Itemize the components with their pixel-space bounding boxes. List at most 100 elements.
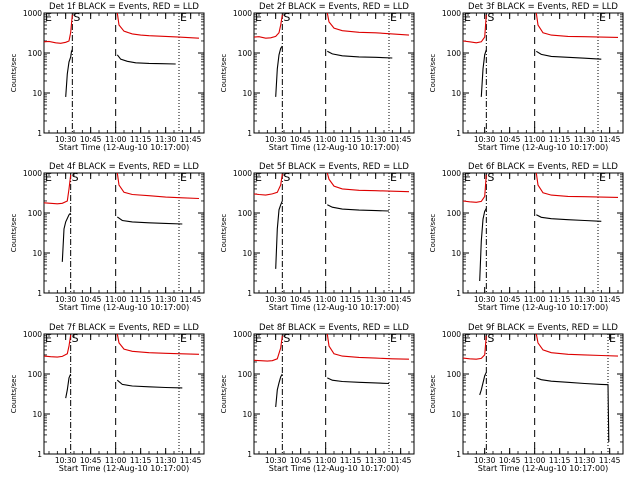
panel-2-ytick-label: 1: [247, 129, 252, 138]
panel-7-xlabel: Start Time (12-Aug-10 10:17:00): [59, 464, 190, 473]
panel-8-marker-S-1: S: [283, 332, 290, 345]
panel-9-xtick-label: 11:15: [549, 456, 571, 465]
panel-9-xlabel: Start Time (12-Aug-10 10:17:00): [478, 464, 609, 473]
panel-3-lld-series-1: [535, 12, 619, 38]
panel-3-frame: [462, 12, 624, 134]
panel-2-ytick-label: 10: [242, 89, 252, 98]
panel-7-xtick-label: 11:00: [105, 456, 127, 465]
panel-1-xtick-label: 10:45: [80, 135, 102, 144]
panel-3-marker-E-2: E: [599, 11, 606, 24]
panel-5-xtick-label: 10:30: [265, 295, 287, 304]
panel-5-ytick-label: 100: [238, 209, 253, 218]
panel-7-xtick-label: 11:45: [180, 456, 202, 465]
panel-1-ytick-label: 1000: [23, 9, 42, 18]
panel-4-xtick-label: 11:15: [130, 295, 152, 304]
panel-2-lld-series-0: [253, 14, 283, 39]
panel-7-ytick-label: 100: [28, 370, 43, 379]
panel-2-ytick-label: 1000: [233, 9, 252, 18]
panel-4-ytick-label: 1: [37, 289, 42, 298]
panel-7-xtick-label: 10:30: [55, 456, 77, 465]
panel-6-xtick-label: 11:45: [599, 295, 621, 304]
panel-4-marker-E-0: E: [45, 171, 52, 184]
panel-1-ylabel: Counts/sec: [10, 54, 18, 93]
panel-9-xtick-label: 10:45: [499, 456, 521, 465]
panel-9-lld-series-1: [535, 333, 619, 357]
panel-8-xtick-label: 10:45: [290, 456, 312, 465]
panel-5-marker-E-0: E: [255, 171, 262, 184]
panel-5-xtick-label: 11:30: [365, 295, 387, 304]
panel-5-lld-series-1: [326, 172, 410, 193]
panel-3-xtick-label: 11:00: [524, 135, 546, 144]
panel-4-events-series-1: [116, 216, 183, 225]
panel-6-ytick-label: 1: [456, 289, 461, 298]
panel-8-marker-E-0: E: [255, 332, 262, 345]
panel-8-xlabel: Start Time (12-Aug-10 10:17:00): [269, 464, 400, 473]
panel-9-title: Det 9f BLACK = Events, RED = LLD: [468, 323, 618, 333]
panel-5-title: Det 5f BLACK = Events, RED = LLD: [259, 162, 409, 172]
panel-5-events-series-0: [275, 200, 283, 269]
panel-2-xtick-label: 11:15: [340, 135, 362, 144]
panel-4-ytick-label: 1000: [23, 169, 42, 178]
panel-7-marker-S-1: S: [72, 332, 79, 345]
panel-8-ytick-label: 1000: [233, 330, 252, 339]
panel-4-xtick-label: 11:00: [105, 295, 127, 304]
panel-6-xtick-label: 10:45: [499, 295, 521, 304]
panel-5-xtick-label: 11:45: [390, 295, 412, 304]
panel-6-xtick-label: 10:30: [474, 295, 496, 304]
panel-4-ytick-label: 100: [28, 209, 43, 218]
panel-8-lld-series-1: [326, 333, 410, 360]
panel-6-events-series-0: [479, 208, 487, 282]
panel-1-events-series-0: [65, 49, 73, 97]
panel-5-xlabel: Start Time (12-Aug-10 10:17:00): [269, 303, 400, 312]
panel-5-ytick-label: 10: [242, 249, 252, 258]
panel-2-xtick-label: 11:00: [315, 135, 337, 144]
panel-1-xtick-label: 11:45: [180, 135, 202, 144]
panel-4-ytick-label: 10: [32, 249, 42, 258]
panel-3-title: Det 3f BLACK = Events, RED = LLD: [468, 2, 618, 12]
panel-5-ylabel: Counts/sec: [220, 214, 228, 253]
panel-7-ytick-label: 1000: [23, 330, 42, 339]
panel-4-xtick-label: 11:30: [155, 295, 177, 304]
panel-1-lld-series-0: [43, 14, 73, 44]
panel-6-ytick-label: 10: [451, 249, 461, 258]
panel-3-xtick-label: 11:30: [574, 135, 596, 144]
panel-2-ytick-label: 100: [238, 49, 253, 58]
panel-7-lld-series-1: [116, 333, 200, 355]
panel-9-ytick-label: 10: [451, 410, 461, 419]
panel-3-ytick-label: 1: [456, 129, 461, 138]
panel-1-xtick-label: 11:00: [105, 135, 127, 144]
panel-2-ylabel: Counts/sec: [220, 54, 228, 93]
panel-3-marker-S-1: S: [487, 11, 494, 24]
panel-6-lld-series-0: [462, 174, 487, 203]
panel-1-events-series-1: [116, 54, 176, 65]
panel-2-lld-series-1: [326, 12, 410, 36]
panel-9-events-series-0: [479, 372, 487, 396]
panel-6-ytick-label: 100: [447, 209, 462, 218]
panel-9-marker-E-2: E: [609, 332, 616, 345]
panel-2-frame: [253, 12, 415, 134]
panel-4-xlabel: Start Time (12-Aug-10 10:17:00): [59, 303, 190, 312]
panel-7-ytick-label: 1: [37, 450, 42, 459]
panel-3-ytick-label: 1000: [442, 9, 461, 18]
panel-2-xtick-label: 11:45: [390, 135, 412, 144]
panel-4-title: Det 4f BLACK = Events, RED = LLD: [49, 162, 199, 172]
panel-6-xlabel: Start Time (12-Aug-10 10:17:00): [478, 303, 609, 312]
panel-8-title: Det 8f BLACK = Events, RED = LLD: [259, 323, 409, 333]
panel-7-xtick-label: 11:15: [130, 456, 152, 465]
panel-4-xtick-label: 11:45: [180, 295, 202, 304]
panel-1-ytick-label: 100: [28, 49, 43, 58]
panel-1-marker-E-2: E: [180, 11, 187, 24]
panel-5-marker-E-2: E: [390, 171, 397, 184]
panel-6-lld-series-1: [535, 172, 619, 198]
panel-1-ytick-label: 1: [37, 129, 42, 138]
panel-9-ytick-label: 1: [456, 450, 461, 459]
panel-9-marker-E-0: E: [464, 332, 471, 345]
panel-4-marker-S-1: S: [72, 171, 79, 184]
panel-6-xtick-label: 11:30: [574, 295, 596, 304]
panel-6-ylabel: Counts/sec: [429, 214, 437, 253]
panel-3-events-series-0: [480, 49, 487, 97]
panel-6-marker-E-2: E: [599, 171, 606, 184]
panel-7-marker-E-2: E: [180, 332, 187, 345]
panel-5-events-series-1: [327, 204, 390, 212]
